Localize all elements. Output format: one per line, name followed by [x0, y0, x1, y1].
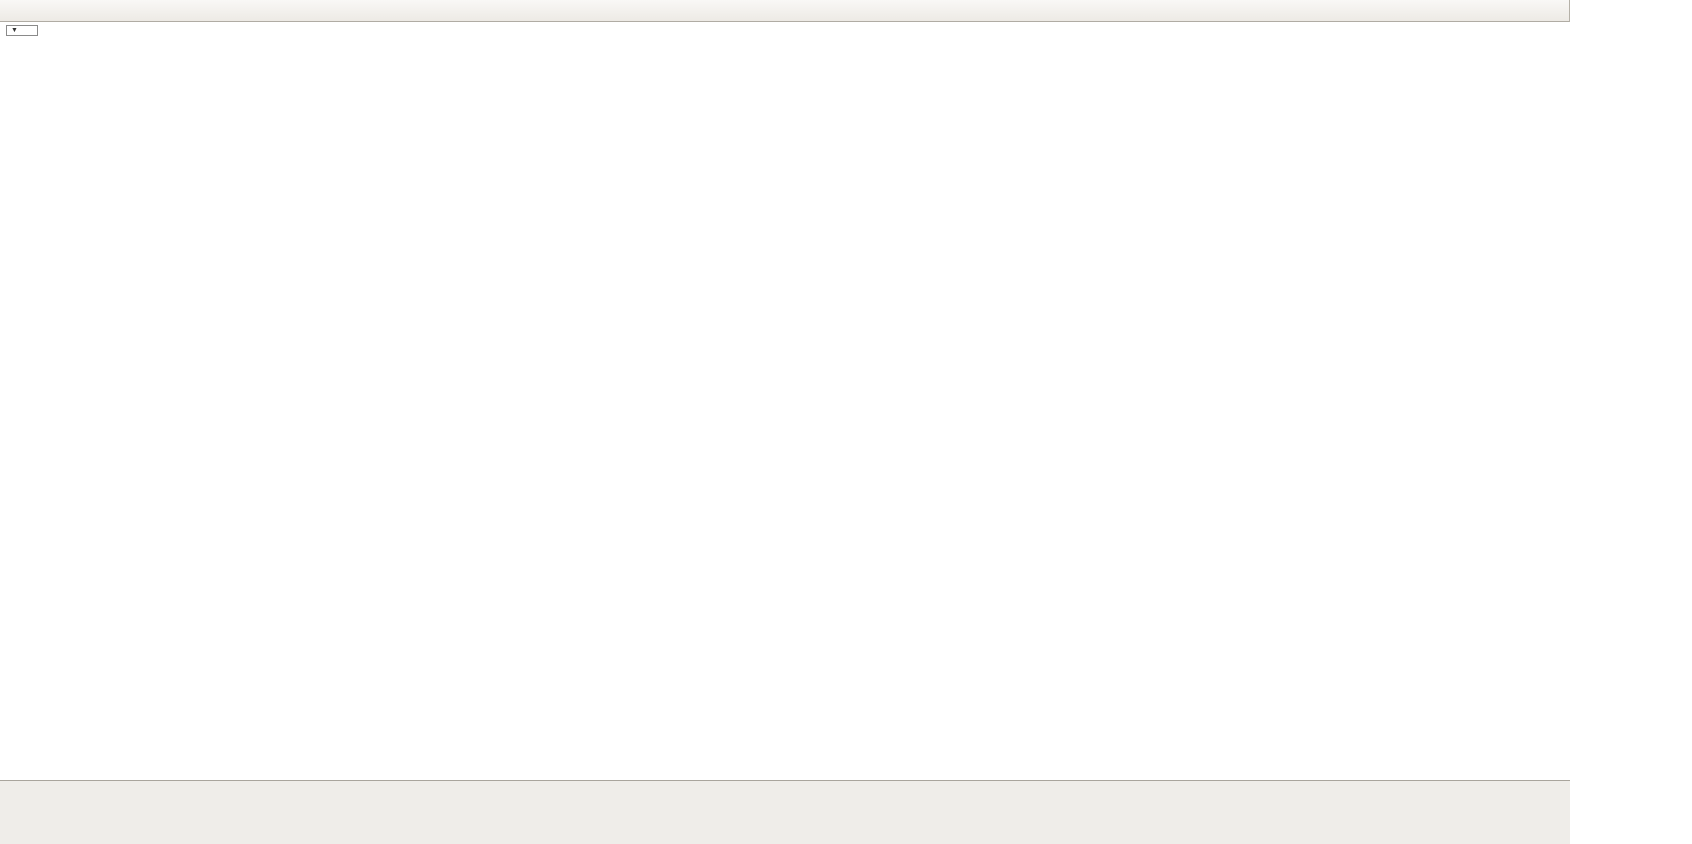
symbol-info-box[interactable]: ▼ [6, 25, 38, 36]
mt4-window: ▼ [0, 0, 1570, 844]
chart-area: ▼ [0, 22, 1570, 780]
toolbar [0, 0, 1569, 22]
status-area [0, 780, 1570, 844]
collapse-triangle-icon[interactable]: ▼ [11, 27, 18, 34]
chart-canvas[interactable] [0, 22, 1570, 780]
